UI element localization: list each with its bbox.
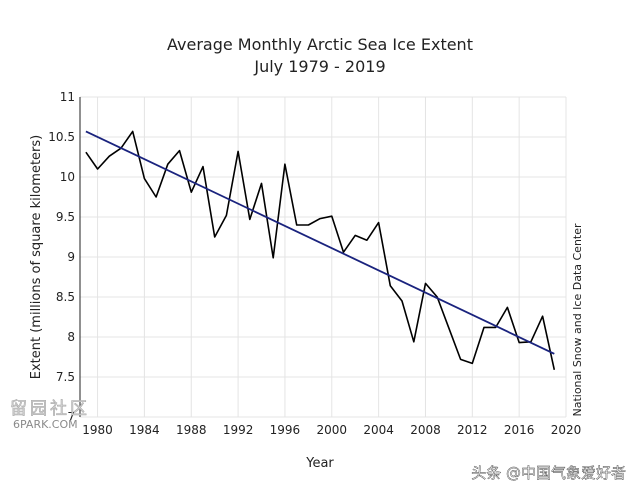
y-axis-label: Extent (millions of square kilometers) (29, 135, 44, 380)
chart-title: Average Monthly Arctic Sea Ice Extent (167, 35, 473, 54)
x-tick-label: 1980 (82, 423, 113, 437)
x-axis-label: Year (305, 456, 334, 471)
y-tick-label: 8 (67, 330, 75, 344)
x-tick-label: 1996 (270, 423, 301, 437)
x-tick-label: 1992 (223, 423, 254, 437)
x-tick-label: 2000 (317, 423, 348, 437)
x-tick-label: 1988 (176, 423, 207, 437)
plot-area (85, 130, 556, 370)
y-tick-label: 10 (60, 170, 75, 184)
x-axis: 1980 1984 1988 1992 1996 2000 2004 2008 2012 2016… (82, 423, 581, 437)
y-tick-label: 10.5 (48, 130, 75, 144)
grid (79, 96, 567, 418)
watermark-logo: 留园社区 (10, 399, 90, 419)
source-label: National Snow and Ice Data Center (571, 223, 584, 417)
watermark-site: 6PARK.COM (13, 418, 78, 431)
x-tick-label: 2020 (551, 423, 582, 437)
series-line-trend (85, 130, 555, 355)
y-tick-label: 9 (67, 250, 75, 264)
x-tick-label: 1984 (129, 423, 160, 437)
x-tick-label: 2016 (504, 423, 535, 437)
credit-label: 头条 @中国气象爱好者 (471, 464, 626, 482)
y-tick-label: 11 (60, 90, 75, 104)
y-tick-label: 7.5 (56, 370, 75, 384)
series-line-observed (85, 130, 556, 370)
y-tick-label: 7 (67, 410, 75, 424)
y-tick-label: 9.5 (56, 210, 75, 224)
x-tick-label: 2008 (410, 423, 441, 437)
y-axis: 7 7.5 8 8.5 9 9.5 10 10.5 11 (48, 90, 75, 424)
chart-subtitle: July 1979 - 2019 (253, 57, 385, 76)
x-tick-label: 2012 (457, 423, 488, 437)
x-tick-label: 2004 (363, 423, 394, 437)
y-tick-label: 8.5 (56, 290, 75, 304)
